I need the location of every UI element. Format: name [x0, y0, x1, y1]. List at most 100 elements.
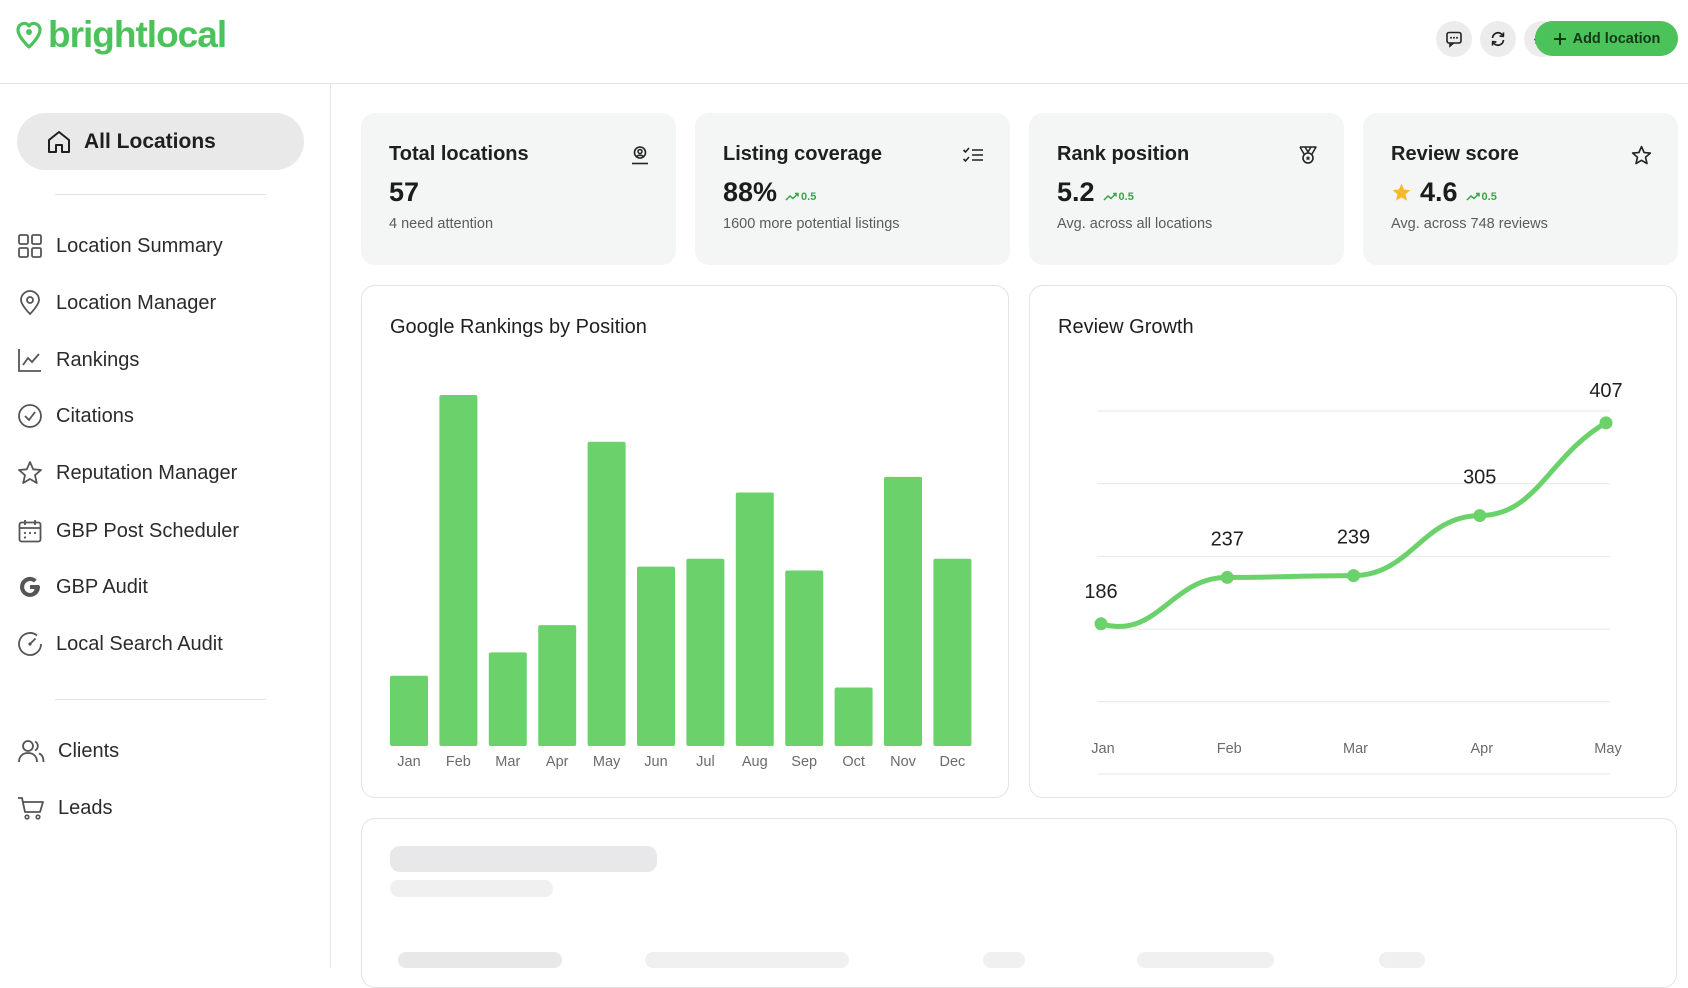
stat-title: Listing coverage — [723, 143, 882, 165]
point-feb[interactable] — [1220, 570, 1234, 584]
sidebar-item-reputation-manager[interactable]: Reputation Manager — [17, 457, 237, 489]
chat-icon[interactable] — [1436, 21, 1472, 57]
grid-icon — [18, 234, 42, 258]
x-tick-label: Jun — [644, 754, 667, 770]
stat-card-total-locations[interactable]: Total locations 57 4 need attention — [361, 113, 676, 265]
sidebar-item-local-search-audit[interactable]: Local Search Audit — [17, 628, 223, 660]
bar-jan[interactable] — [390, 675, 428, 746]
sidebar-item-label: Location Manager — [56, 291, 217, 314]
sidebar-divider — [55, 194, 266, 195]
brightlocal-logo[interactable]: brightlocal — [14, 14, 227, 56]
location-user-icon — [632, 146, 648, 165]
point-may[interactable] — [1599, 416, 1613, 430]
skeleton-cell — [983, 952, 1025, 968]
skeleton-cell — [398, 952, 562, 968]
rankings-bar-chart: Jan Feb Mar Apr May Jun Jul Aug Sep Oct Nov Dec — [390, 395, 972, 770]
data-label: 407 — [1589, 380, 1622, 402]
trend-up-icon — [785, 192, 799, 201]
stat-subtitle: Avg. across all locations — [1057, 216, 1213, 232]
point-mar[interactable] — [1347, 569, 1360, 583]
sidebar-item-label: Reputation Manager — [56, 461, 238, 484]
data-label: 186 — [1084, 581, 1117, 603]
review-growth-panel: Review Growth 186 Jan 237 Feb 239 Mar 305 Apr 40… — [1029, 285, 1677, 798]
sidebar-item-leads[interactable]: Leads — [17, 792, 113, 824]
check-circle-icon — [18, 404, 42, 428]
bar-jun[interactable] — [637, 566, 675, 746]
bar-aug[interactable] — [735, 492, 774, 747]
trend-badge: 0.5 — [1103, 191, 1134, 203]
trend-up-icon — [1103, 192, 1117, 201]
x-tick-label: May — [1594, 741, 1622, 757]
sidebar-item-label: Leads — [58, 796, 113, 819]
trend-value: 0.5 — [1481, 190, 1497, 203]
sidebar-item-location-summary[interactable]: Location Summary — [17, 230, 223, 262]
all-locations-button[interactable]: All Locations — [17, 113, 304, 170]
refresh-icon[interactable] — [1480, 21, 1516, 57]
users-icon — [18, 740, 45, 763]
stat-subtitle: 1600 more potential listings — [723, 216, 900, 232]
x-tick-label: Feb — [446, 754, 471, 770]
bar-sep[interactable] — [785, 570, 824, 747]
x-tick-label: Jan — [1091, 741, 1114, 757]
map-pin-icon — [20, 290, 40, 316]
bar-apr[interactable] — [538, 625, 577, 746]
bar-oct[interactable] — [834, 687, 873, 747]
sidebar-item-gbp-audit[interactable]: GBP Audit — [17, 571, 148, 603]
skeleton-cell — [1137, 952, 1274, 968]
star-outline-icon — [1631, 145, 1652, 165]
sidebar-item-gbp-post-scheduler[interactable]: GBP Post Scheduler — [17, 515, 239, 547]
skeleton-title — [390, 846, 657, 872]
stat-card-rank-position[interactable]: Rank position 5.2 0.5 Avg. across all lo… — [1029, 113, 1344, 265]
review-growth-panel-title: Review Growth — [1058, 316, 1194, 338]
stat-value-wrap: 88% 0.5 — [723, 177, 816, 208]
sidebar: All Locations Location Summary Location … — [0, 84, 331, 968]
stat-value-wrap: 4.6 0.5 — [1391, 177, 1497, 208]
x-tick-label: May — [593, 754, 621, 770]
sidebar-item-label: Citations — [56, 404, 134, 427]
stat-title: Rank position — [1057, 143, 1190, 165]
sidebar-item-location-manager[interactable]: Location Manager — [17, 287, 216, 319]
x-tick-label: Sep — [791, 754, 817, 770]
bar-feb[interactable] — [439, 395, 478, 746]
sidebar-item-rankings[interactable]: Rankings — [17, 344, 139, 376]
trend-value: 0.5 — [1118, 190, 1134, 203]
logo-pin-icon — [16, 21, 42, 49]
point-jan[interactable] — [1094, 617, 1108, 631]
data-label: 305 — [1463, 467, 1496, 489]
rankings-panel: Google Rankings by Position Jan Feb Mar Apr… — [361, 285, 1009, 798]
logo-text: brightlocal — [48, 14, 227, 55]
plus-icon — [1553, 32, 1566, 45]
stat-title: Review score — [1391, 143, 1519, 165]
sidebar-item-clients[interactable]: Clients — [17, 735, 119, 767]
stat-value-wrap: 57 — [389, 177, 419, 208]
sidebar-item-label: GBP Post Scheduler — [56, 519, 240, 542]
stat-card-review-score[interactable]: Review score 4.6 0.5 Avg. across 748 rev… — [1363, 113, 1678, 265]
x-tick-label: Oct — [842, 754, 865, 770]
line-chart-icon — [18, 349, 41, 372]
calendar-icon — [18, 520, 42, 543]
star-icon — [18, 461, 42, 484]
sidebar-item-citations[interactable]: Citations — [17, 400, 134, 432]
stat-card-listing-coverage[interactable]: Listing coverage 88% 0.5 1600 more poten… — [695, 113, 1010, 265]
add-location-button[interactable]: Add location — [1535, 21, 1678, 56]
x-tick-label: Nov — [890, 754, 917, 770]
checklist-icon — [962, 147, 983, 163]
bar-mar[interactable] — [488, 652, 527, 746]
trend-value: 0.5 — [801, 190, 817, 203]
point-apr[interactable] — [1473, 509, 1487, 523]
x-tick-label: Feb — [1217, 741, 1242, 757]
x-tick-label: Aug — [742, 754, 768, 770]
bar-jul[interactable] — [686, 558, 725, 746]
sidebar-divider — [55, 699, 266, 700]
bar-dec[interactable] — [933, 558, 972, 746]
skeleton-subtitle — [390, 880, 553, 897]
bar-may[interactable] — [587, 441, 626, 746]
bar-nov[interactable] — [884, 476, 922, 746]
stat-value: 88% — [723, 177, 778, 207]
x-tick-label: Dec — [940, 754, 966, 770]
x-tick-label: Jul — [696, 754, 715, 770]
medal-icon — [1299, 146, 1317, 164]
google-icon — [20, 576, 40, 597]
sidebar-item-label: Clients — [58, 739, 120, 762]
skeleton-cell — [1379, 952, 1425, 968]
